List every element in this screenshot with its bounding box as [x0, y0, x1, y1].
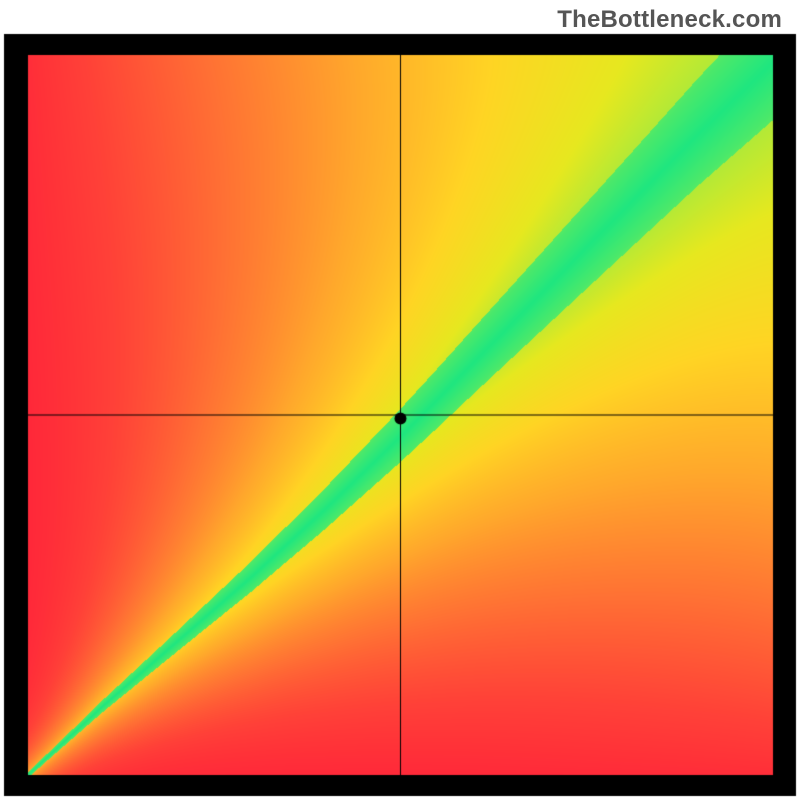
- watermark-text: TheBottleneck.com: [557, 6, 782, 34]
- bottleneck-heatmap: [0, 0, 800, 800]
- figure-container: TheBottleneck.com: [0, 0, 800, 800]
